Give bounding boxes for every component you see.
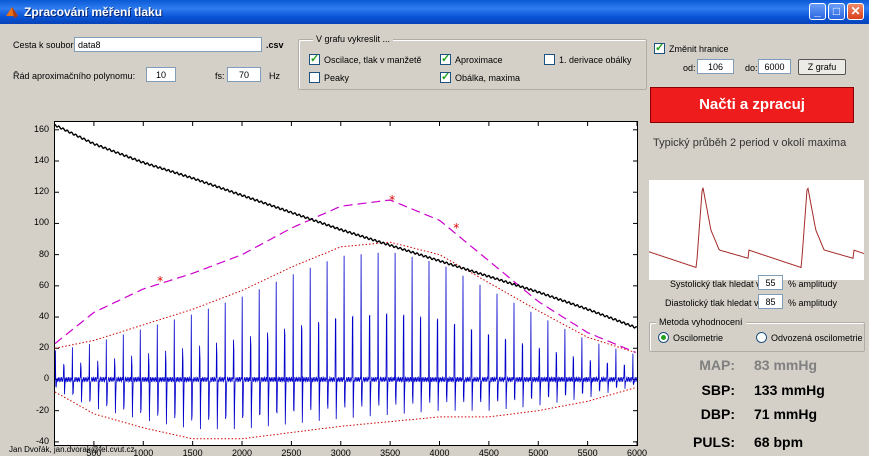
y-tick-label: 0	[43, 373, 49, 384]
oscillation-checkbox[interactable]	[309, 52, 320, 65]
poly-order-label: Řád aproximačního polynomu:	[13, 71, 136, 81]
x-tick-label: 2500	[281, 448, 302, 456]
approximation-label: Aproximace	[455, 55, 503, 65]
plot-options-panel: V grafu vykreslit ... Oscilace, tlak v m…	[298, 34, 647, 90]
method-title: Metoda vyhodnocení	[656, 317, 746, 327]
y-tick-label: 140	[33, 155, 49, 165]
file-extension: .csv	[266, 40, 284, 50]
load-and-process-button[interactable]: Načti a zpracuj	[650, 87, 854, 123]
oscillation-label: Oscilace, tlak v manžetě	[324, 55, 422, 65]
main-chart: * * *	[54, 122, 638, 445]
envelope-upper-line	[54, 241, 636, 353]
derived-oscilometry-label: Odvozená oscilometrie	[771, 333, 863, 343]
approximation-marker: *	[157, 274, 163, 288]
sbp-value: 133 mmHg	[754, 382, 825, 398]
oscilometry-label: Oscilometrie	[673, 333, 724, 343]
y-tick-label: 20	[38, 342, 49, 353]
approximation-marker: *	[453, 221, 459, 235]
diastolic-input[interactable]	[758, 294, 783, 309]
typical-pulse-plot	[649, 180, 864, 280]
method-panel: Metoda vyhodnocení Oscilometrie Odvozená…	[649, 317, 865, 352]
title-bar[interactable]: Zpracování měření tlaku _ □ ✕	[0, 0, 869, 24]
change-bounds-checkbox[interactable]	[654, 41, 665, 54]
puls-value: 68 bpm	[754, 434, 804, 450]
main-chart-axes: * * *	[54, 121, 638, 446]
fs-unit: Hz	[269, 71, 280, 81]
derivative-label: 1. derivace obálky	[559, 55, 632, 65]
approximation-marker: *	[389, 193, 395, 207]
minimize-icon: _	[814, 4, 821, 18]
envelope-lower-line	[54, 387, 636, 440]
map-label: MAP:	[699, 357, 735, 373]
y-tick-label: -40	[35, 435, 49, 446]
author-footer: Jan Dvořák, jan.dvorak@fel.cvut.cz	[9, 445, 135, 454]
x-tick-label: 500	[86, 448, 102, 456]
map-value: 83 mmHg	[754, 357, 818, 373]
systolic-label: Systolický tlak hledat v	[670, 279, 761, 289]
y-tick-label: -20	[35, 404, 49, 415]
matlab-app-icon	[6, 7, 18, 18]
derived-oscilometry-radio[interactable]	[756, 332, 767, 343]
poly-order-input[interactable]	[146, 67, 176, 82]
oscilometry-radio[interactable]	[658, 332, 669, 343]
diastolic-label: Diastolický tlak hledat v	[665, 298, 759, 308]
file-path-label: Cesta k souboru:	[13, 40, 82, 50]
sbp-label: SBP:	[701, 382, 735, 398]
puls-label: PULS:	[693, 434, 735, 450]
typical-pulse-title: Typický průběh 2 period v okolí maxima	[653, 137, 847, 149]
x-tick-label: 3500	[380, 448, 401, 456]
diastolic-unit: % amplitudy	[788, 298, 838, 308]
maximize-button[interactable]: □	[828, 3, 845, 20]
systolic-unit: % amplitudy	[788, 279, 838, 289]
from-graph-button[interactable]: Z grafu	[798, 59, 846, 75]
plot-options-title: V grafu vykreslit ...	[313, 34, 394, 44]
peaks-label: Peaky	[324, 73, 350, 83]
dbp-label: DBP:	[700, 406, 735, 422]
dbp-value: 71 mmHg	[754, 406, 818, 422]
x-tick-label: 4000	[429, 448, 450, 456]
x-tick-label: 1500	[182, 448, 203, 456]
x-tick-label: 5500	[577, 448, 598, 456]
fs-input[interactable]	[227, 67, 261, 82]
cuff-pressure-line	[54, 123, 638, 329]
x-tick-label: 2000	[232, 448, 253, 456]
minimize-button[interactable]: _	[809, 3, 826, 20]
y-tick-label: 120	[33, 186, 49, 197]
systolic-input[interactable]	[758, 275, 783, 290]
y-tick-label: 40	[38, 311, 49, 322]
peaks-checkbox[interactable]	[309, 72, 320, 83]
y-tick-label: 100	[33, 217, 49, 228]
typical-pulse-curve	[649, 187, 864, 269]
window-title: Zpracování měření tlaku	[24, 5, 163, 19]
x-tick-label: 6000	[626, 448, 648, 456]
close-button[interactable]: ✕	[847, 3, 864, 20]
change-bounds-label: Změnit hranice	[669, 44, 729, 54]
y-tick-label: 60	[38, 279, 49, 290]
oscillation-signal	[54, 252, 638, 430]
x-tick-label: 3000	[330, 448, 351, 456]
file-path-input[interactable]	[74, 37, 262, 52]
from-input[interactable]	[697, 59, 734, 74]
maximize-icon: □	[832, 4, 841, 18]
x-tick-label: 1000	[133, 448, 154, 456]
approximation-checkbox[interactable]	[440, 52, 451, 65]
x-tick-label: 5000	[528, 448, 549, 456]
client-area: Cesta k souboru: .csv Řád aproximačního …	[3, 24, 866, 456]
to-input[interactable]	[758, 59, 791, 74]
y-tick-label: 80	[38, 248, 49, 259]
close-icon: ✕	[850, 4, 861, 18]
to-label: do:	[745, 63, 758, 73]
y-tick-label: 160	[33, 123, 49, 134]
envelope-checkbox[interactable]	[440, 70, 451, 83]
fs-label: fs:	[215, 71, 225, 81]
envelope-label: Obálka, maxima	[455, 73, 521, 83]
from-label: od:	[683, 63, 696, 73]
approximation-line	[54, 199, 636, 353]
x-tick-label: 4500	[478, 448, 499, 456]
derivative-checkbox[interactable]	[544, 54, 555, 65]
